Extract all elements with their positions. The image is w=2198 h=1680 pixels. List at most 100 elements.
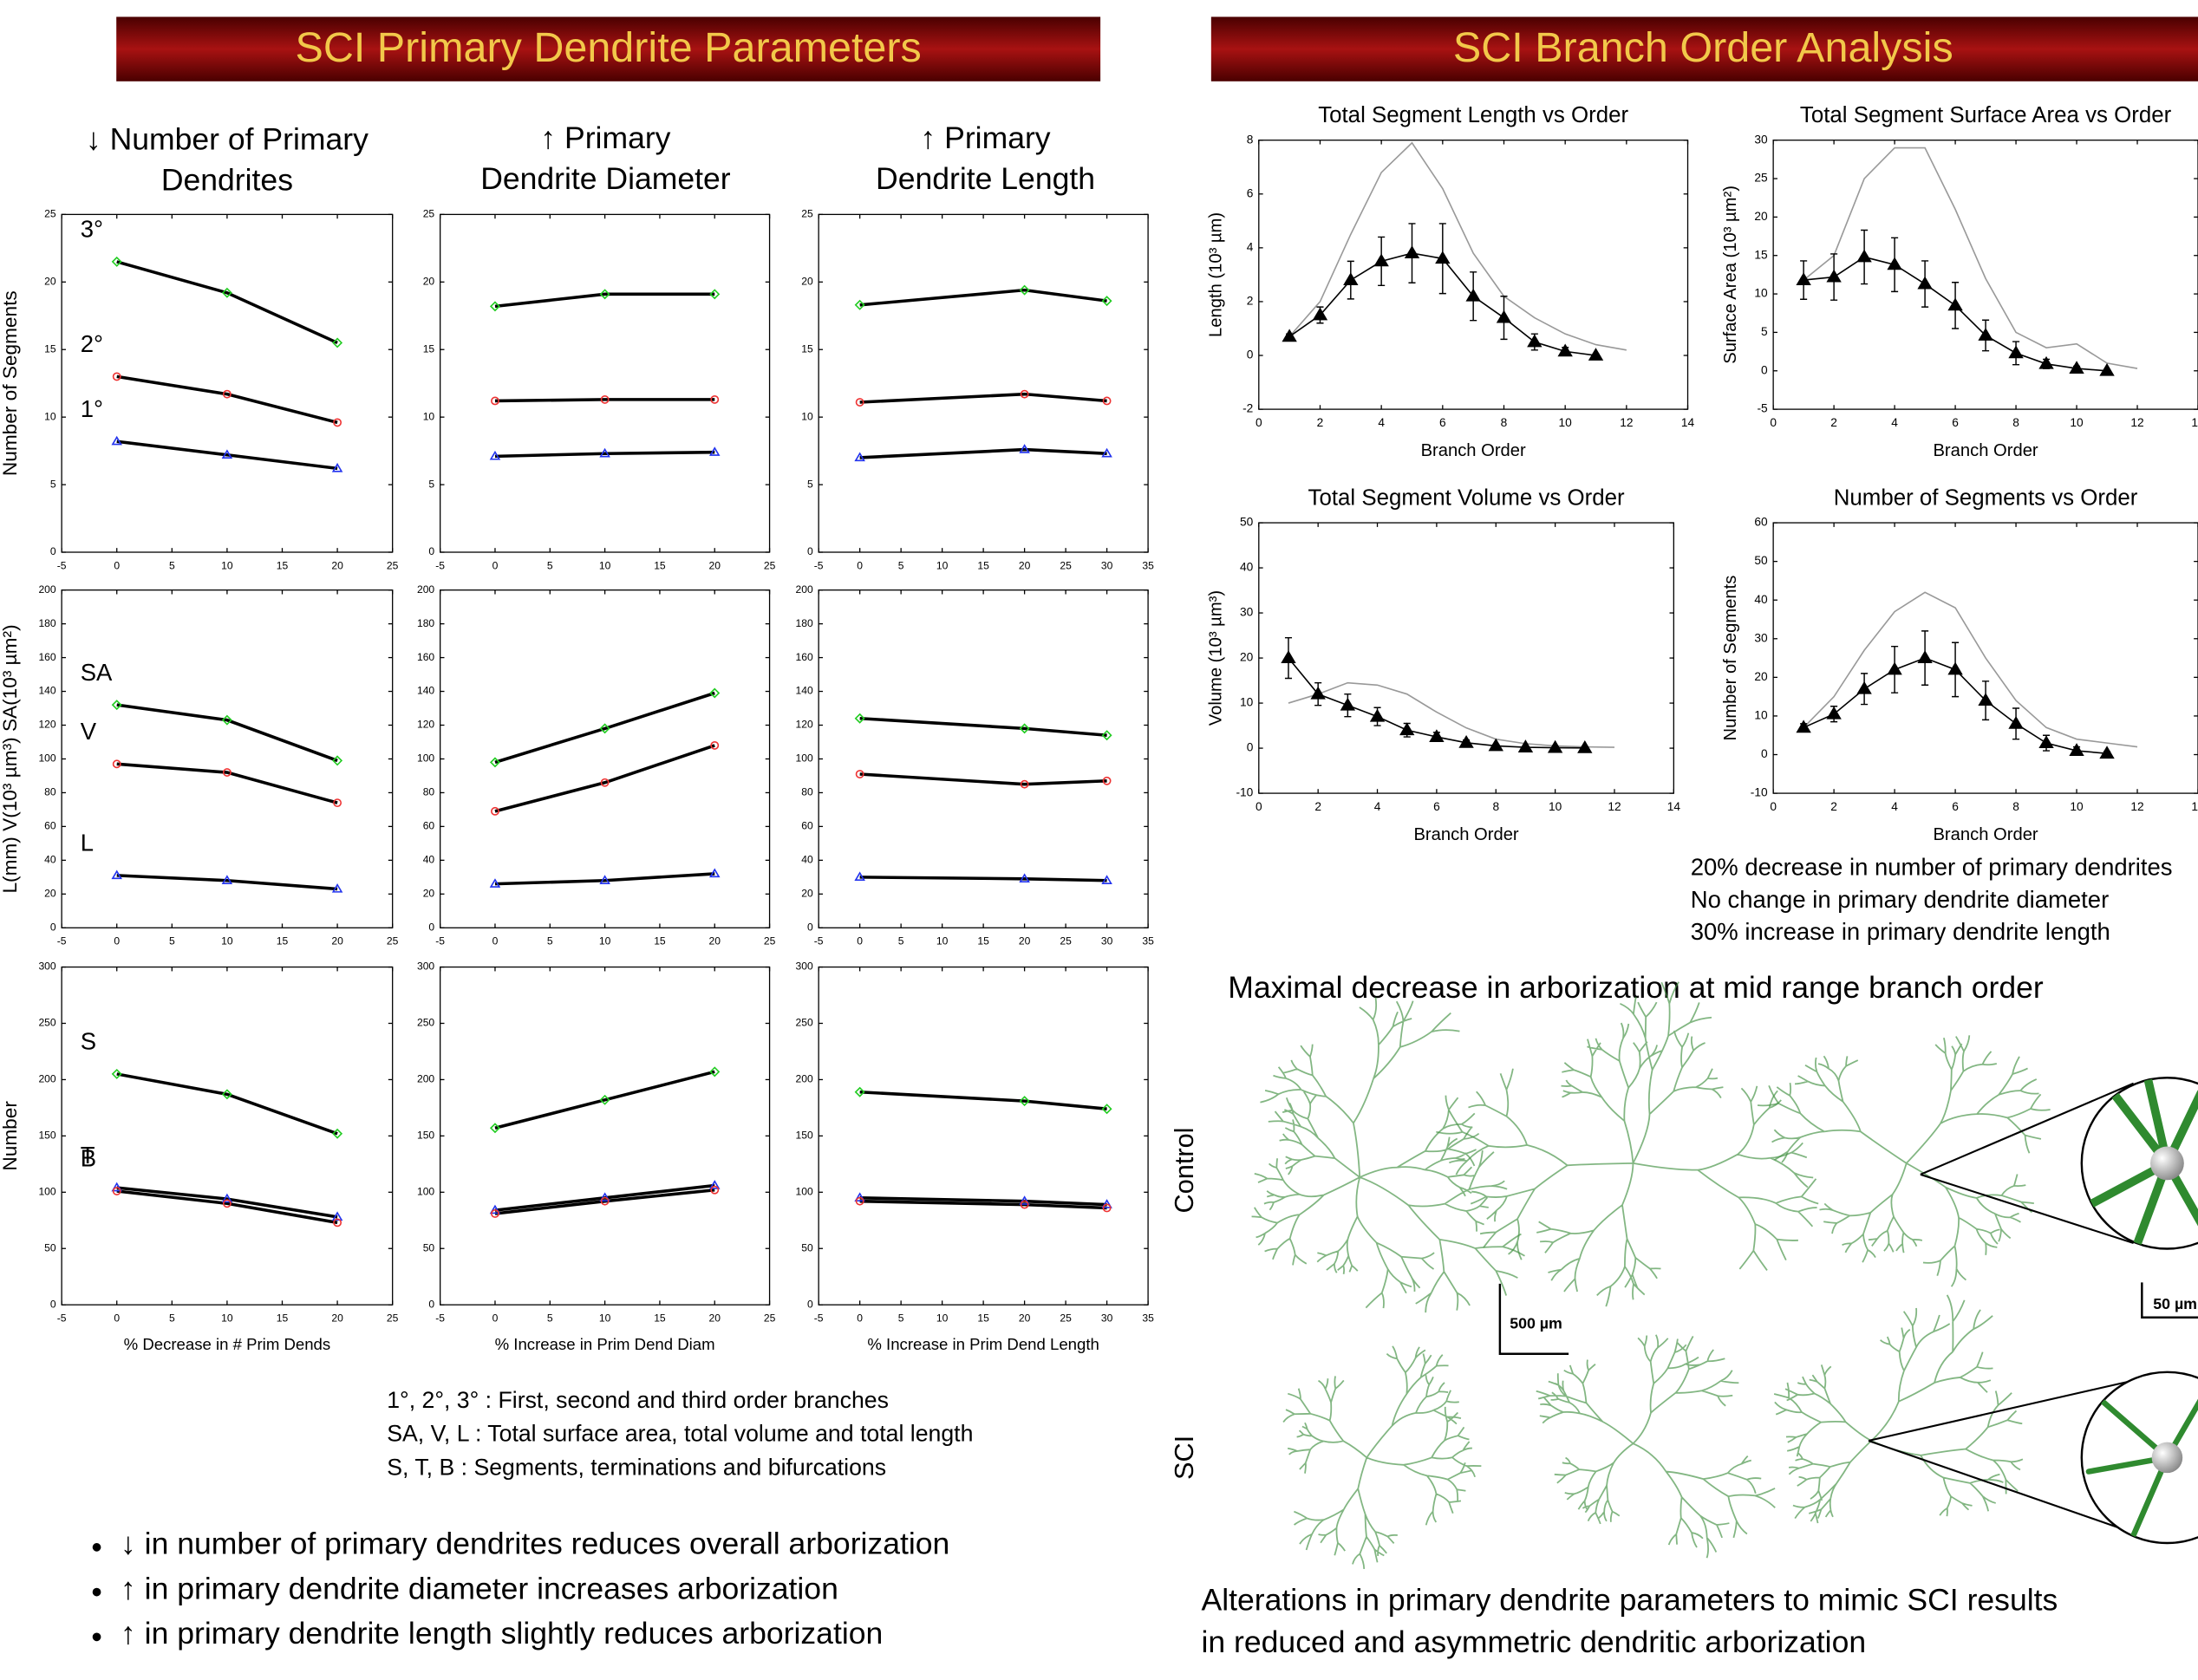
marker xyxy=(112,372,121,381)
y-tick-label: 0 xyxy=(807,921,813,933)
plot-frame xyxy=(440,213,771,553)
x-axis-label: Branch Order xyxy=(1421,441,1526,460)
x-tick-label: 35 xyxy=(1142,1312,1154,1325)
x-tick-label: 15 xyxy=(977,1312,989,1325)
y-tick-label: 150 xyxy=(38,1130,55,1142)
x-tick-label: 14 xyxy=(2191,800,2198,813)
x-tick-label: 12 xyxy=(2130,800,2143,813)
y-tick-label: 180 xyxy=(417,617,434,629)
marker xyxy=(332,1128,343,1139)
series-line xyxy=(116,374,338,425)
marker xyxy=(332,337,343,348)
annotation: 1° xyxy=(81,395,103,422)
y-tick-label: 20 xyxy=(1754,210,1768,223)
series-line xyxy=(116,440,338,471)
x-tick-label: 10 xyxy=(221,1312,233,1325)
y-tick-label: 200 xyxy=(38,583,55,596)
y-tick-label: 80 xyxy=(423,786,435,798)
x-tick-label: 8 xyxy=(2012,416,2019,429)
zoom-detail xyxy=(2081,1377,2198,1544)
y-tick-label: 200 xyxy=(795,1073,812,1085)
marker xyxy=(1102,776,1112,785)
marker xyxy=(221,287,232,298)
marker xyxy=(222,389,232,399)
x-tick-label: 0 xyxy=(1770,416,1777,429)
column-header: ↓ Number of Primary xyxy=(86,122,369,157)
neuron xyxy=(1251,997,1525,1313)
y-tick-label: -10 xyxy=(1751,786,1768,799)
row-label: SCI xyxy=(1169,1436,1199,1480)
conclusion: Alterations in primary dendrite paramete… xyxy=(1202,1582,2058,1617)
annotation: SA xyxy=(81,659,113,686)
marker xyxy=(1577,739,1593,753)
chart-title: Total Segment Volume vs Order xyxy=(1308,485,1625,510)
marker xyxy=(489,1123,500,1134)
y-tick-label: 0 xyxy=(807,545,813,557)
marker xyxy=(222,768,232,777)
marker xyxy=(599,723,610,734)
x-tick-label: 14 xyxy=(1681,416,1695,429)
x-tick-label: 15 xyxy=(977,559,989,571)
bullet-dot xyxy=(92,1543,101,1552)
x-tick-label: 0 xyxy=(1770,800,1777,813)
y-tick-label: 10 xyxy=(44,410,56,422)
y-tick-label: 120 xyxy=(38,719,55,731)
bullet-text: ↑ in primary dendrite diameter increases… xyxy=(121,1571,838,1605)
x-tick-label: 30 xyxy=(1101,1312,1113,1325)
y-tick-label: 200 xyxy=(417,583,434,596)
x-tick-label: 0 xyxy=(114,559,120,571)
y-tick-label: -10 xyxy=(1236,786,1253,799)
marker xyxy=(1340,697,1356,711)
plot-frame xyxy=(440,966,771,1306)
marker xyxy=(221,1193,233,1203)
x-tick-label: 15 xyxy=(654,935,666,947)
y-tick-label: 160 xyxy=(795,651,812,663)
x-tick-label: -5 xyxy=(435,559,445,571)
y-axis-label: L(mm) V(10³ µm³) SA(10³ µm²) xyxy=(0,624,21,893)
marker xyxy=(855,398,864,407)
zoom-line xyxy=(1920,1082,2135,1175)
marker xyxy=(1588,348,1604,361)
x-axis-label: Branch Order xyxy=(1933,825,2038,844)
y-tick-label: 2 xyxy=(1247,295,1254,308)
marker xyxy=(1856,680,1872,694)
marker xyxy=(1020,1200,1029,1209)
marker xyxy=(1282,329,1297,342)
y-tick-label: 80 xyxy=(801,786,813,798)
y-tick-label: 10 xyxy=(801,410,813,422)
marker xyxy=(708,868,721,878)
y-tick-label: 140 xyxy=(417,685,434,697)
marker xyxy=(489,450,501,460)
marker xyxy=(1978,328,1993,341)
marker xyxy=(1826,706,1842,720)
plot-frame xyxy=(1772,522,2198,794)
y-tick-label: 15 xyxy=(801,342,813,355)
marker xyxy=(1101,296,1112,307)
y-tick-label: 250 xyxy=(795,1017,812,1029)
x-tick-label: 5 xyxy=(547,1312,553,1325)
marker xyxy=(491,806,499,816)
marker xyxy=(854,713,865,724)
marker xyxy=(2099,362,2115,376)
x-tick-label: -5 xyxy=(57,559,67,571)
summary-text: 20% decrease in number of primary dendri… xyxy=(1691,854,2173,881)
marker xyxy=(2099,746,2115,759)
series-line xyxy=(859,392,1107,404)
x-tick-label: 30 xyxy=(1101,559,1113,571)
x-tick-label: -5 xyxy=(435,1312,445,1325)
x-tick-label: 20 xyxy=(709,1312,721,1325)
annotation: T xyxy=(81,1142,95,1169)
column-header: ↑ Primary xyxy=(920,120,1050,155)
y-tick-label: 120 xyxy=(417,719,434,731)
y-tick-label: 20 xyxy=(423,888,435,900)
x-tick-label: 14 xyxy=(2191,416,2198,429)
zoom-branch xyxy=(2081,1078,2198,1249)
zoom-branch xyxy=(2081,1377,2198,1544)
bullet-text: ↓ in number of primary dendrites reduces… xyxy=(121,1527,949,1561)
x-tick-label: 30 xyxy=(1101,935,1113,947)
marker xyxy=(1527,334,1543,348)
x-tick-label: 10 xyxy=(2070,416,2084,429)
x-tick-label: 25 xyxy=(764,559,776,571)
marker xyxy=(111,700,122,711)
